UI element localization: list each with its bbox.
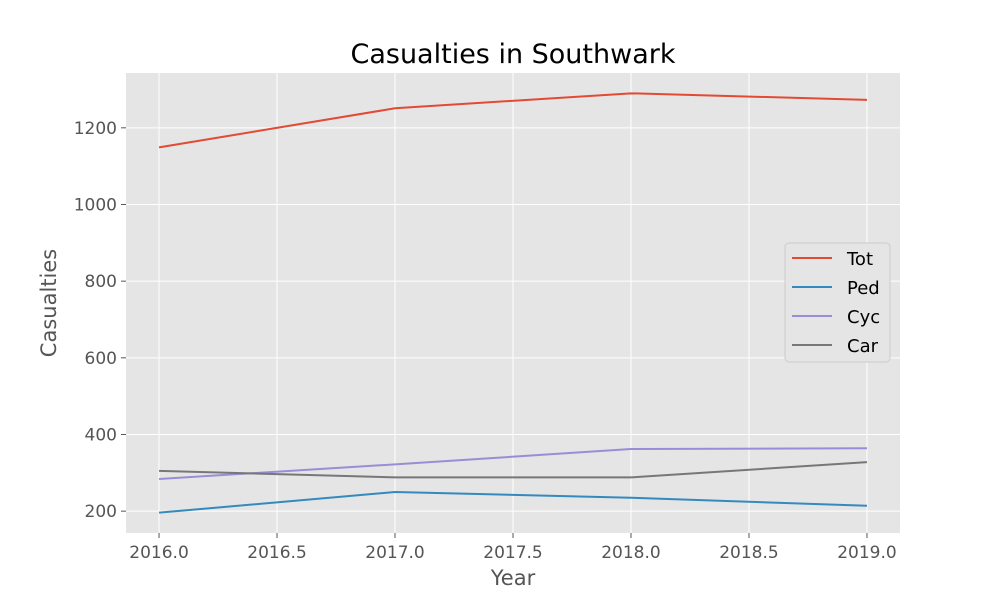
x-tick-label: 2016.5 [247,543,306,563]
x-tick-label: 2019.0 [837,543,896,563]
series-line-tot [158,92,867,149]
x-tick-label: 2018.5 [719,543,778,563]
y-axis-ticks: 200 400 600 800 1000 1200 [74,119,126,522]
legend-label-tot: Tot [846,249,873,270]
series-line-car [159,461,868,479]
series-line-ped [158,490,867,514]
legend-box [784,242,891,363]
y-tick-label: 1200 [74,119,117,139]
legend-label-cyc: Cyc [847,307,880,328]
x-tick-label: 2016.0 [129,543,188,563]
legend: Tot Ped Cyc Car [784,242,891,363]
legend-label-ped: Ped [847,278,880,299]
legend-label-car: Car [847,336,879,357]
x-axis-ticks: 2016.0 2016.5 2017.0 2017.5 2018.0 2018.5 2019… [129,533,897,563]
y-tick-label: 800 [85,272,117,292]
y-tick-label: 600 [85,349,117,369]
x-tick-label: 2018.0 [601,543,660,563]
y-tick-label: 1000 [74,195,117,215]
x-axis-label: Year [490,566,536,590]
series-line-cyc [158,447,867,480]
y-tick-label: 400 [85,425,117,445]
x-tick-label: 2017.0 [365,543,424,563]
y-tick-label: 200 [85,502,117,522]
series-lines [158,92,868,514]
x-tick-label: 2017.5 [483,543,542,563]
chart-title: Casualties in Southwark [350,39,675,70]
y-axis-label: Casualties [37,249,61,357]
